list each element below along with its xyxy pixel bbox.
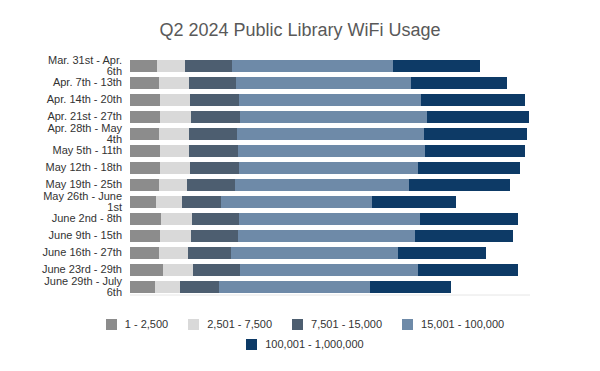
svg-text:Mar. 31st - Apr.6th: Mar. 31st - Apr.6th <box>48 54 122 77</box>
svg-text:June 9th - 15th: June 9th - 15th <box>49 229 122 241</box>
svg-text:Apr. 14th - 20th: Apr. 14th - 20th <box>47 93 122 105</box>
svg-text:May 19th - 25th: May 19th - 25th <box>46 178 122 190</box>
html-text:15,001 - 100,000: 15,001 - 100,000 <box>421 318 505 330</box>
svg-text:June 23rd - 29th: June 23rd - 29th <box>42 263 122 275</box>
svg-text:Apr. 7th - 13th: Apr. 7th - 13th <box>53 76 122 88</box>
html-text:7,501 - 15,000: 7,501 - 15,000 <box>311 318 382 330</box>
svg-text:Apr. 28th - May4th: Apr. 28th - May4th <box>47 122 122 145</box>
html-text:Q2 2024 Public Library WiFi Us: Q2 2024 Public Library WiFi Usage <box>159 20 441 40</box>
svg-text:May 26th - June1st: May 26th - June1st <box>43 190 122 213</box>
html-text:2,501 - 7,500: 2,501 - 7,500 <box>207 318 273 330</box>
html-text:1 - 2,500: 1 - 2,500 <box>124 318 169 330</box>
html-text:100,001 - 1,000,000: 100,001 - 1,000,000 <box>265 338 364 350</box>
svg-text:Apr. 21st - 27th: Apr. 21st - 27th <box>47 110 122 122</box>
svg-text:June 2nd - 8th: June 2nd - 8th <box>52 212 122 224</box>
svg-text:June 29th - July6th: June 29th - July6th <box>44 275 122 298</box>
svg-text:June 16th - 27th: June 16th - 27th <box>42 246 122 258</box>
svg-text:May 12th - 18th: May 12th - 18th <box>46 161 122 173</box>
svg-text:May 5th - 11th: May 5th - 11th <box>53 144 123 156</box>
